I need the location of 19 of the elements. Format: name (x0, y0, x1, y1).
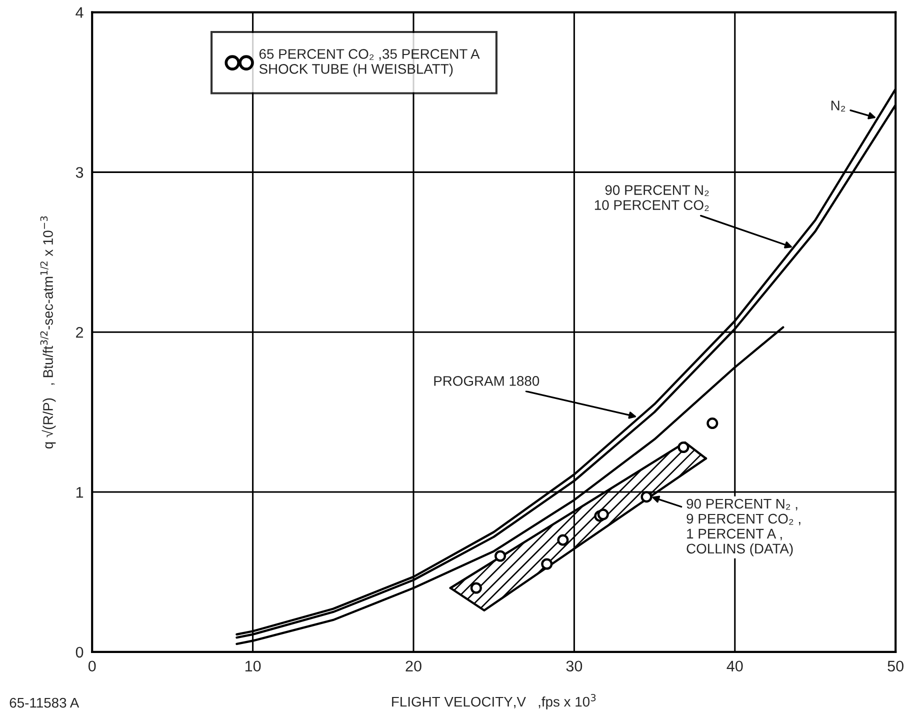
y-tick-label: 0 (76, 646, 84, 658)
x-tick-label: 50 (888, 660, 904, 672)
annotation: PROGRAM 1880 (434, 376, 540, 386)
annotation: 90 PERCENT N₂ , 9 PERCENT CO₂ , 1 PERCENT A , COLLINS (DATA) (686, 498, 800, 556)
y-tick-label: 4 (76, 7, 84, 18)
x-tick-label: 40 (726, 660, 743, 672)
y-tick-label: 2 (76, 326, 84, 338)
y-tick-label: 1 (76, 487, 84, 498)
legend-label: 65 PERCENT CO₂ ,35 PERCENT A SHOCK TUBE (H WEISBLATT) (259, 49, 480, 77)
annotation: 90 PERCENT N₂ 10 PERCENT CO₂ (594, 185, 709, 212)
x-tick-label: 0 (88, 660, 96, 672)
x-tick-label: 30 (566, 660, 582, 672)
text: 65-11583 A (10, 698, 80, 708)
x-tick-label: 10 (245, 660, 261, 672)
annotation: N₂ (831, 100, 846, 112)
y-tick-label: 3 (76, 167, 84, 178)
x-tick-label: 20 (406, 660, 422, 672)
y-axis-title: q √(R/P) , Btu/ft$^{3/2}$-sec-atm$^{1/2}$ x 10$^{−3}$ (40, 216, 56, 449)
x-axis-title: FLIGHT VELOCITY,V ,fps x 10$^{3}$ (392, 694, 596, 710)
